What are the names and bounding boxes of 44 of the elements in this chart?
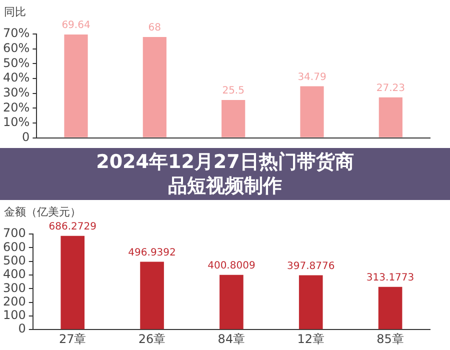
- y-tick-label: 400: [3, 267, 26, 282]
- data-label: 69.64: [62, 20, 90, 32]
- y-tick-label: 20%: [3, 100, 30, 114]
- bar: [378, 286, 402, 330]
- y-axis-title: 金额（亿美元）: [4, 205, 81, 218]
- bar: [64, 34, 88, 138]
- data-label: 397.8776: [287, 260, 335, 272]
- bar: [300, 86, 324, 138]
- y-tick-label: 40%: [3, 70, 30, 85]
- bar: [298, 275, 323, 330]
- y-tick-label: 300: [3, 280, 26, 295]
- data-label: 400.8009: [208, 260, 256, 272]
- y-tick-label: 70%: [3, 26, 30, 40]
- data-label: 686.2729: [48, 221, 96, 232]
- data-label: 25.5: [222, 86, 244, 97]
- bar: [60, 236, 85, 330]
- bar: [220, 274, 244, 330]
- bar: [378, 97, 402, 138]
- data-label: 27.23: [376, 83, 405, 94]
- y-axis-title: 同比: [4, 5, 26, 18]
- data-label: 313.1773: [366, 272, 414, 284]
- bar: [222, 100, 246, 138]
- y-tick-label: 700: [3, 226, 26, 240]
- y-tick-label: 200: [3, 294, 26, 308]
- data-label: 34.79: [298, 72, 326, 83]
- bar: [140, 262, 164, 330]
- y-tick-label: 600: [3, 240, 26, 254]
- x-tick-label: 85章: [376, 332, 404, 346]
- y-tick-label: 60%: [3, 40, 30, 55]
- x-tick-label: 26章: [138, 332, 166, 346]
- y-tick-label: 100: [3, 308, 26, 322]
- y-tick-label: 50%: [3, 56, 30, 70]
- y-tick-label: 30%: [3, 85, 30, 100]
- y-tick-label: 10%: [3, 115, 30, 130]
- x-tick-label: 27章: [58, 332, 86, 346]
- data-label: 496.9392: [128, 247, 176, 258]
- x-tick-label: 84章: [218, 332, 246, 346]
- data-label: 68: [148, 22, 162, 34]
- text: 2024年12月27日热门带货商品短视频制作: [0, 148, 450, 200]
- x-tick-label: 12章: [297, 332, 325, 346]
- bar: [142, 36, 166, 138]
- y-tick-label: 500: [3, 253, 26, 268]
- y-tick-label: 0: [18, 322, 26, 336]
- y-tick-label: 0: [22, 130, 30, 144]
